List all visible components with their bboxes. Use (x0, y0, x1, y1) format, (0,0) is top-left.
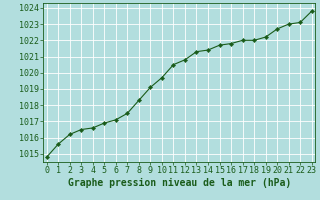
X-axis label: Graphe pression niveau de la mer (hPa): Graphe pression niveau de la mer (hPa) (68, 178, 291, 188)
